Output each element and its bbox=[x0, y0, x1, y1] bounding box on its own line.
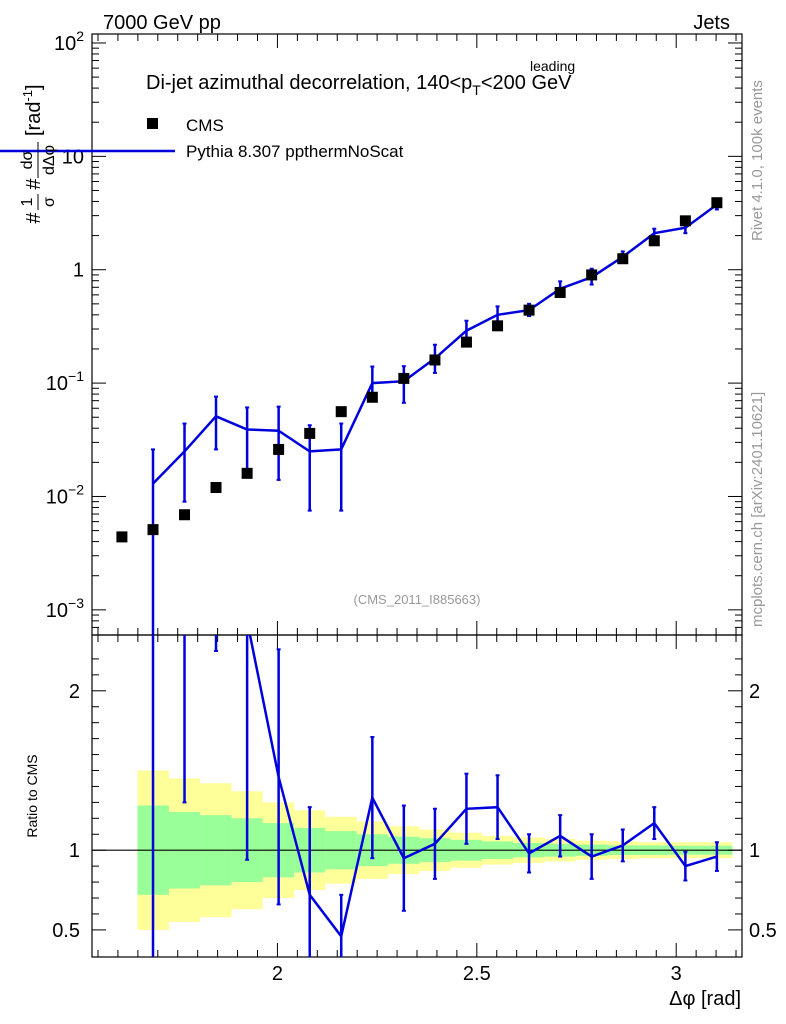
cms-data-point bbox=[304, 427, 316, 439]
x-tick-label: 3 bbox=[671, 963, 682, 985]
cms-data-point bbox=[648, 235, 660, 247]
cms-data-point bbox=[711, 197, 723, 209]
ratio-y-tick-label-left: 2 bbox=[69, 681, 80, 703]
ylabel-dsigma: dσ bbox=[19, 150, 36, 169]
chart-title-main: Di-jet azimuthal decorrelation, 140<p bbox=[146, 72, 472, 94]
header-left: 7000 GeV pp bbox=[103, 12, 221, 34]
cms-data-point bbox=[460, 336, 472, 348]
legend-cms-marker bbox=[147, 118, 158, 129]
y-tick-label: 1 bbox=[73, 260, 84, 282]
ylabel-one: 1 bbox=[19, 197, 36, 206]
cms-data-point bbox=[147, 524, 159, 536]
ratio-panel: 0.5 0.5 1 1 2 2 2 2.5 3 bbox=[52, 634, 777, 985]
ratio-y-tick-label-right: 2 bbox=[749, 681, 760, 703]
cms-data-point bbox=[554, 286, 566, 298]
mcplots-label: mcplots.cern.ch [arXiv:2401.10621] bbox=[749, 392, 766, 627]
ratio-y-tick-label-left: 0.5 bbox=[52, 920, 80, 942]
cms-data-point bbox=[429, 354, 441, 366]
watermark: (CMS_2011_I885663) bbox=[354, 592, 481, 607]
cms-data-point bbox=[179, 509, 191, 521]
ratio-y-tick-label-right: 1 bbox=[749, 840, 760, 862]
cms-data-point bbox=[335, 406, 347, 418]
legend-cms-label: CMS bbox=[186, 116, 224, 135]
cms-data-point bbox=[523, 304, 535, 316]
y-tick-label: 10−2 bbox=[46, 481, 84, 508]
ylabel-hash1: # bbox=[23, 212, 45, 224]
x-axis-label: Δφ [rad] bbox=[669, 988, 741, 1010]
ratio-line bbox=[248, 635, 718, 940]
cms-data-point bbox=[586, 269, 598, 281]
cms-data-point bbox=[679, 215, 691, 227]
ylabel-sigma: σ bbox=[41, 197, 58, 207]
cms-data-point bbox=[116, 531, 128, 543]
cms-data-point bbox=[210, 481, 222, 493]
chart-title-sup: leading bbox=[530, 58, 575, 74]
y-tick-label: 10−1 bbox=[46, 368, 84, 395]
y-tick-label: 102 bbox=[54, 28, 84, 55]
svg-text:#: # bbox=[23, 212, 45, 224]
y-tick-label: 10 bbox=[62, 146, 84, 168]
x-tick-label: 2.5 bbox=[463, 963, 491, 985]
y-axis-label: # 1 σ # dσ dΔφ [rad-1] bbox=[19, 84, 58, 223]
y-tick-label: 10−3 bbox=[46, 595, 84, 622]
top-panel: 10−3 10−2 10−1 1 10 102 Di-jet azimuthal deco… bbox=[0, 28, 743, 636]
ratio-y-tick-label-right: 0.5 bbox=[749, 920, 777, 942]
header-right: Jets bbox=[693, 12, 730, 34]
cms-data-point bbox=[398, 372, 410, 384]
ratio-y-tick-label-left: 1 bbox=[69, 840, 80, 862]
chart-title-end: <200 GeV bbox=[481, 72, 572, 94]
cms-data-point bbox=[617, 253, 629, 265]
cms-data-point bbox=[241, 467, 253, 479]
legend-pythia-label: Pythia 8.307 ppthermNoScat bbox=[186, 142, 404, 161]
ylabel-dphi: dΔφ bbox=[41, 145, 58, 175]
ratio-y-label: Ratio to CMS bbox=[24, 754, 40, 837]
chart-title: Di-jet azimuthal decorrelation, 140<pT<2… bbox=[146, 72, 572, 98]
chart-title-sub: T bbox=[472, 82, 481, 98]
cms-data-point bbox=[273, 443, 285, 455]
ylabel-hash2: # bbox=[23, 178, 45, 190]
cms-data-point bbox=[492, 320, 504, 332]
rivet-label: Rivet 4.1.0, 100k events bbox=[749, 80, 766, 241]
cms-data-point bbox=[366, 391, 378, 403]
legend: CMS Pythia 8.307 ppthermNoScat bbox=[0, 116, 404, 161]
x-tick-label: 2 bbox=[272, 963, 283, 985]
ylabel-unit: [rad-1] bbox=[20, 84, 45, 136]
